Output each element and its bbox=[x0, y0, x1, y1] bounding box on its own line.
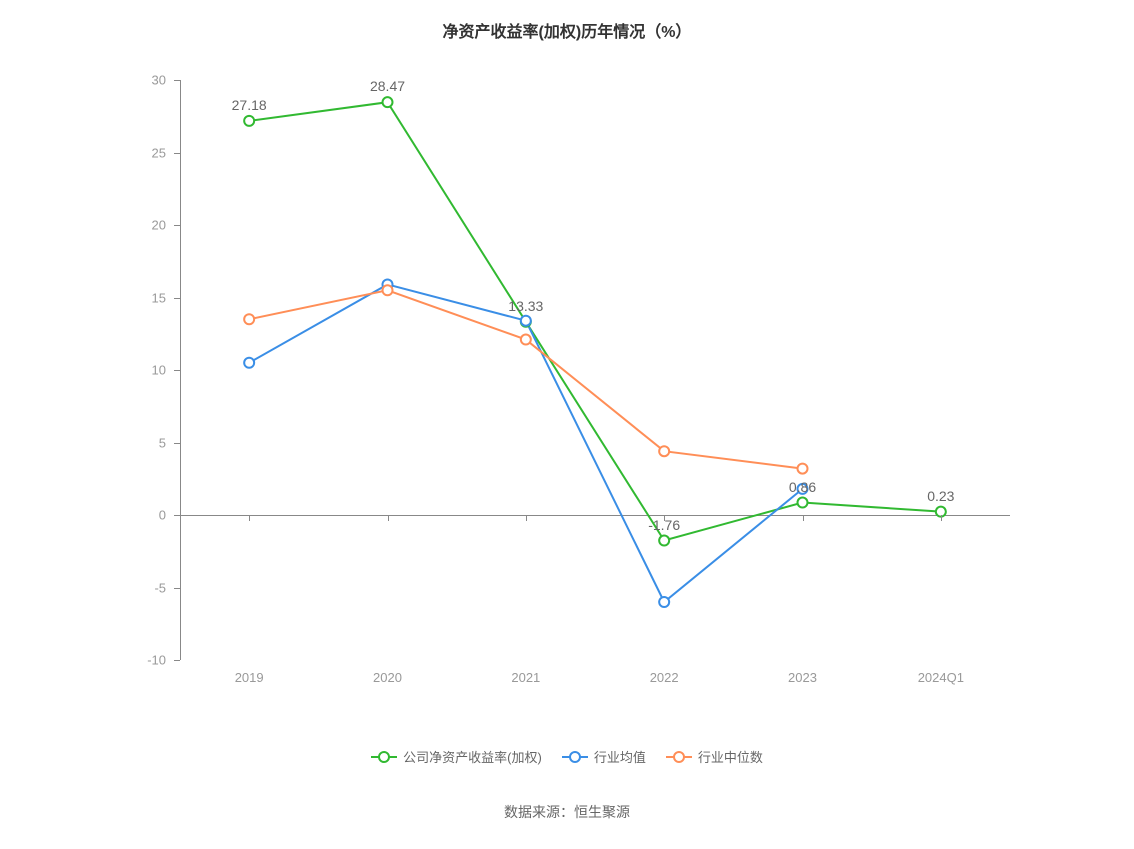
legend-item[interactable]: 行业均值 bbox=[562, 747, 646, 766]
y-tick-mark bbox=[174, 515, 180, 516]
data-point-label: -1.76 bbox=[648, 517, 680, 533]
y-tick-label: 10 bbox=[152, 363, 166, 378]
series-marker bbox=[383, 97, 393, 107]
data-point-label: 27.18 bbox=[232, 97, 267, 113]
x-tick-label: 2019 bbox=[235, 670, 264, 685]
x-tick-label: 2022 bbox=[650, 670, 679, 685]
series-marker bbox=[521, 335, 531, 345]
y-tick-label: 0 bbox=[159, 508, 166, 523]
series-marker bbox=[244, 314, 254, 324]
x-tick-label: 2020 bbox=[373, 670, 402, 685]
y-tick-mark bbox=[174, 153, 180, 154]
y-tick-label: 15 bbox=[152, 290, 166, 305]
x-tick-mark bbox=[388, 515, 389, 521]
data-point-label: 0.86 bbox=[789, 479, 816, 495]
y-tick-mark bbox=[174, 225, 180, 226]
data-source-text: 数据来源：恒生聚源 bbox=[0, 802, 1134, 822]
series-line bbox=[249, 102, 941, 540]
series-marker bbox=[244, 116, 254, 126]
x-tick-label: 2023 bbox=[788, 670, 817, 685]
chart-container: 净资产收益率(加权)历年情况（%） 公司净资产收益率(加权)行业均值行业中位数 … bbox=[0, 0, 1134, 849]
data-point-label: 13.33 bbox=[508, 298, 543, 314]
legend-label: 公司净资产收益率(加权) bbox=[403, 747, 542, 766]
y-tick-mark bbox=[174, 370, 180, 371]
legend-swatch-icon bbox=[562, 750, 588, 764]
series-marker bbox=[659, 597, 669, 607]
y-tick-label: -10 bbox=[147, 653, 166, 668]
y-tick-label: 5 bbox=[159, 435, 166, 450]
chart-svg-layer bbox=[180, 80, 1010, 660]
x-tick-mark bbox=[803, 515, 804, 521]
series-line bbox=[249, 284, 802, 602]
chart-title: 净资产收益率(加权)历年情况（%） bbox=[0, 18, 1134, 42]
data-point-label: 0.23 bbox=[927, 488, 954, 504]
y-tick-mark bbox=[174, 298, 180, 299]
legend-label: 行业中位数 bbox=[698, 747, 763, 766]
legend-swatch-icon bbox=[371, 750, 397, 764]
y-tick-label: 25 bbox=[152, 145, 166, 160]
y-tick-mark bbox=[174, 588, 180, 589]
series-marker bbox=[244, 358, 254, 368]
x-tick-label: 2021 bbox=[511, 670, 540, 685]
x-tick-mark bbox=[249, 515, 250, 521]
y-tick-mark bbox=[174, 80, 180, 81]
series-marker bbox=[659, 536, 669, 546]
legend-item[interactable]: 公司净资产收益率(加权) bbox=[371, 747, 542, 766]
legend: 公司净资产收益率(加权) 行业均值 行业中位数 bbox=[0, 747, 1134, 767]
legend-swatch-icon bbox=[666, 750, 692, 764]
y-tick-mark bbox=[174, 660, 180, 661]
series-marker bbox=[383, 285, 393, 295]
data-point-label: 28.47 bbox=[370, 78, 405, 94]
series-marker bbox=[798, 498, 808, 508]
x-tick-label: 2024Q1 bbox=[918, 670, 964, 685]
legend-item[interactable]: 行业中位数 bbox=[666, 747, 763, 766]
y-tick-label: 30 bbox=[152, 73, 166, 88]
legend-label: 行业均值 bbox=[594, 747, 646, 766]
y-tick-label: -5 bbox=[154, 580, 166, 595]
y-tick-label: 20 bbox=[152, 218, 166, 233]
series-marker bbox=[659, 446, 669, 456]
plot-area bbox=[180, 80, 1010, 660]
series-marker bbox=[521, 316, 531, 326]
y-tick-mark bbox=[174, 443, 180, 444]
x-tick-mark bbox=[526, 515, 527, 521]
series-marker bbox=[798, 464, 808, 474]
x-tick-mark bbox=[941, 515, 942, 521]
